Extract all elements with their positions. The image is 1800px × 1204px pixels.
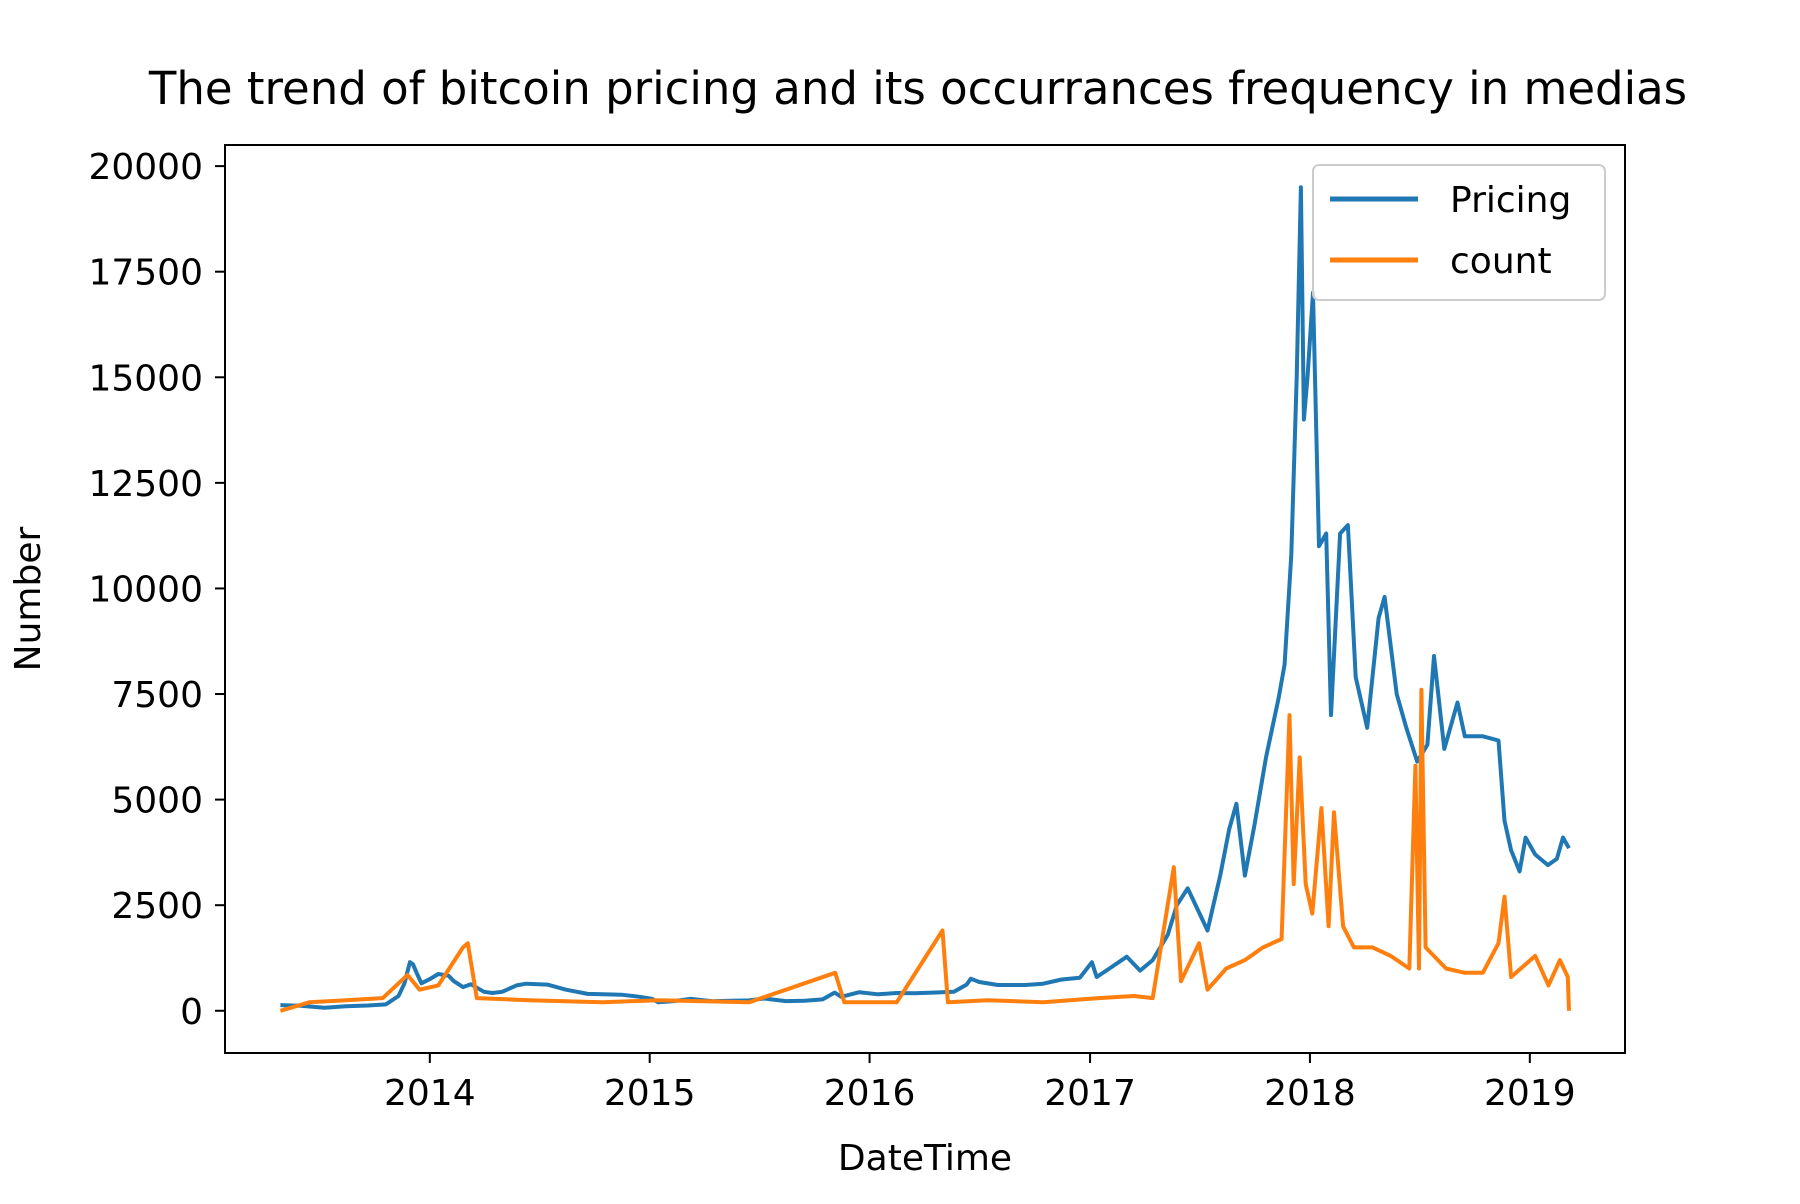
y-tick-label-5000: 5000 [111,781,203,822]
legend-label-pricing: Pricing [1450,180,1571,221]
x-tick-label-2017: 2017 [1044,1073,1136,1114]
plot-frame [224,144,1626,1054]
series-line-pricing [280,185,1571,1010]
x-tick-label-2019: 2019 [1484,1073,1576,1114]
y-tick-label-7500: 7500 [111,675,203,716]
x-tick-label-2015: 2015 [604,1073,696,1114]
y-axis: 0 2500 5000 7500 10000 12500 15000 17500 20000 [88,147,225,1033]
y-tick-label-12500: 12500 [88,464,203,505]
x-tick-label-2018: 2018 [1264,1073,1356,1114]
series-line-count [279,687,1571,1013]
y-tick-label-2500: 2500 [111,886,203,927]
x-tick-label-2016: 2016 [824,1073,916,1114]
x-tick-label-2014: 2014 [384,1073,476,1114]
legend-label-count: count [1450,241,1552,282]
x-axis-label: DateTime [838,1138,1012,1179]
series-layer [279,185,1571,1013]
chart-title: The trend of bitcoin pricing and its occ… [148,62,1687,115]
legend: Pricing count [1312,164,1606,301]
y-tick-label-17500: 17500 [88,253,203,294]
x-axis: 2014 2015 2016 2017 2018 2019 [384,1053,1576,1114]
y-axis-label: Number [8,526,49,671]
y-tick-label-0: 0 [180,992,203,1033]
y-tick-label-15000: 15000 [88,358,203,399]
y-tick-label-20000: 20000 [88,147,203,188]
y-tick-label-10000: 10000 [88,569,203,610]
